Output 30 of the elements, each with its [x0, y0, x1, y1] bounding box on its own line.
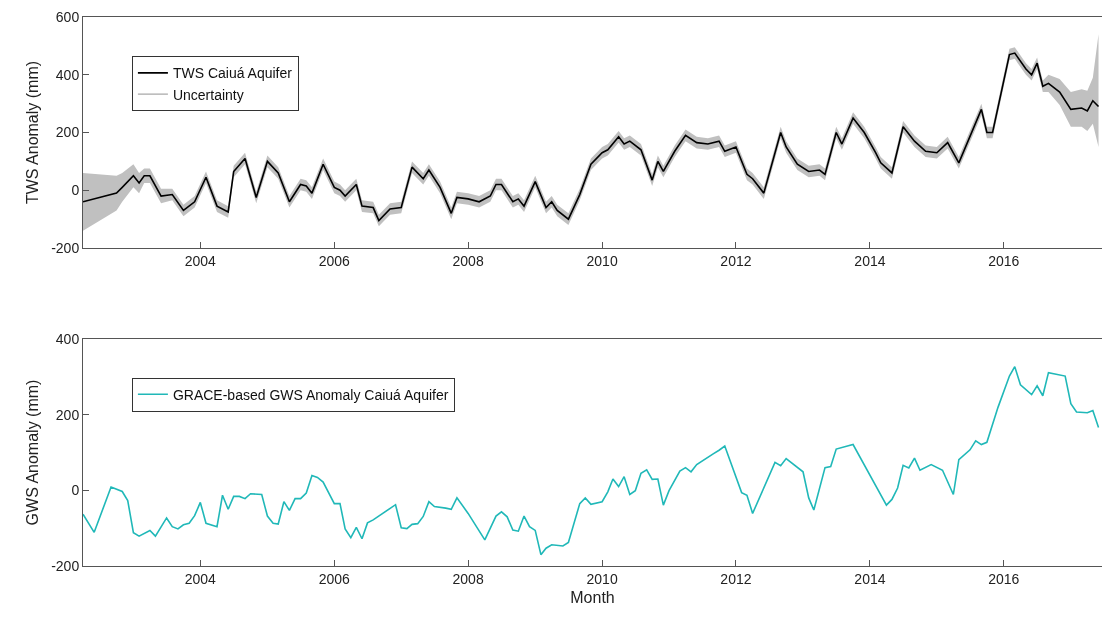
y-tick-label: 200: [55, 406, 80, 423]
x-tick-label: 2006: [318, 570, 351, 587]
x-tick-label: 2004: [184, 570, 217, 587]
x-axis-title: Month: [570, 589, 615, 607]
y-tick-label: -200: [51, 557, 80, 574]
x-tick-label: 2014: [854, 570, 886, 587]
x-tick-label: 2012: [720, 252, 752, 269]
x-tick-label: 2012: [720, 570, 752, 587]
x-tick-label: 2006: [318, 252, 351, 269]
x-tick-label: 2008: [452, 252, 484, 269]
y-tick-label: 600: [55, 8, 80, 25]
y-tick-label: 400: [55, 330, 80, 347]
x-tick-label: 2010: [586, 252, 618, 269]
y-axis-title: GWS Anomaly (mm): [24, 379, 42, 526]
legend-label: GRACE-based GWS Anomaly Caiuá Aquifer: [172, 386, 449, 403]
x-tick-label: 2014: [854, 252, 886, 269]
y-tick-label: 0: [71, 182, 80, 199]
y-tick-label: 200: [55, 124, 80, 141]
x-tick-label: 2016: [988, 570, 1020, 587]
x-tick-label: 2008: [452, 570, 484, 587]
y-tick-label: -200: [51, 239, 80, 256]
y-axis-title: TWS Anomaly (mm): [24, 60, 42, 205]
x-tick-label: 2016: [988, 252, 1020, 269]
legend-label: TWS Caiuá Aquifer: [172, 65, 293, 82]
line-series: [83, 365, 1100, 556]
y-tick-label: 400: [55, 66, 80, 83]
x-tick-label: 2010: [586, 570, 618, 587]
x-tick-label: 2004: [184, 252, 217, 269]
y-tick-label: 0: [71, 482, 80, 499]
annotation: Uncertainty: [172, 86, 244, 103]
